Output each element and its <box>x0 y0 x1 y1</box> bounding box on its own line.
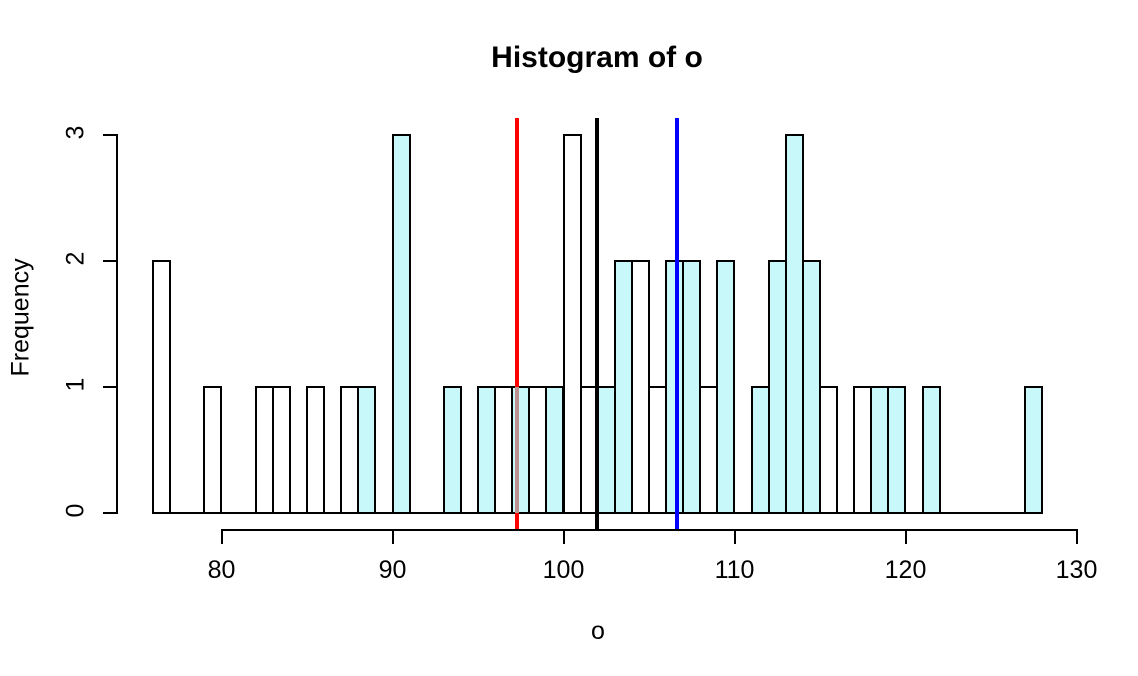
x-tick <box>562 530 565 544</box>
y-tick <box>103 512 117 514</box>
red-line-occluded <box>515 387 520 513</box>
y-tick-label: 1 <box>61 377 90 392</box>
histogram-bar-base-histogram <box>306 386 326 514</box>
histogram-bar-overlay-histogram <box>357 386 377 514</box>
x-tick-label: 110 <box>714 556 755 584</box>
red-line <box>515 513 520 529</box>
y-tick-label: 2 <box>61 251 90 266</box>
red-line <box>515 118 520 387</box>
y-tick-label: 0 <box>61 503 90 518</box>
y-tick <box>103 260 117 262</box>
x-tick <box>391 530 394 544</box>
x-tick-label: 100 <box>542 556 585 584</box>
histogram-bar-base-histogram <box>152 260 172 514</box>
y-axis-line <box>116 134 118 514</box>
x-tick-label: 90 <box>378 556 407 584</box>
histogram-bar-overlay-histogram <box>442 386 462 514</box>
blue-line <box>674 118 679 529</box>
histogram-bar-overlay-histogram <box>801 260 821 514</box>
black-line <box>594 118 599 529</box>
x-tick-label: 80 <box>207 556 236 584</box>
histogram-bar-overlay-histogram <box>921 386 941 514</box>
x-tick <box>1075 530 1078 544</box>
histogram-bar-base-histogram <box>819 386 839 514</box>
histogram-bar-overlay-histogram <box>391 134 411 514</box>
histogram-bar-overlay-histogram <box>716 260 736 514</box>
histogram-bar-base-histogram <box>271 386 291 514</box>
x-axis-label: o <box>591 617 605 645</box>
histogram-bar-base-histogram <box>203 386 223 514</box>
y-tick <box>103 386 117 388</box>
histogram-bar-overlay-histogram <box>1024 386 1044 514</box>
histogram-bar-overlay-histogram <box>613 260 633 514</box>
histogram-bar-overlay-histogram <box>511 386 531 514</box>
histogram-bar-overlay-histogram <box>545 386 565 514</box>
histogram-bar-overlay-histogram <box>477 386 497 514</box>
histogram-bar-overlay-histogram <box>682 260 702 514</box>
x-axis-line <box>220 529 1078 531</box>
x-tick <box>904 530 907 544</box>
histogram-bar-overlay-histogram <box>887 386 907 514</box>
y-tick <box>103 134 117 136</box>
x-tick-label: 120 <box>884 556 927 584</box>
x-tick <box>733 530 736 544</box>
histogram-bar-base-histogram <box>562 134 582 514</box>
y-tick-label: 3 <box>61 125 90 140</box>
x-tick <box>220 530 223 544</box>
chart-title: Histogram of o <box>491 41 703 74</box>
x-tick-label: 130 <box>1055 556 1098 584</box>
